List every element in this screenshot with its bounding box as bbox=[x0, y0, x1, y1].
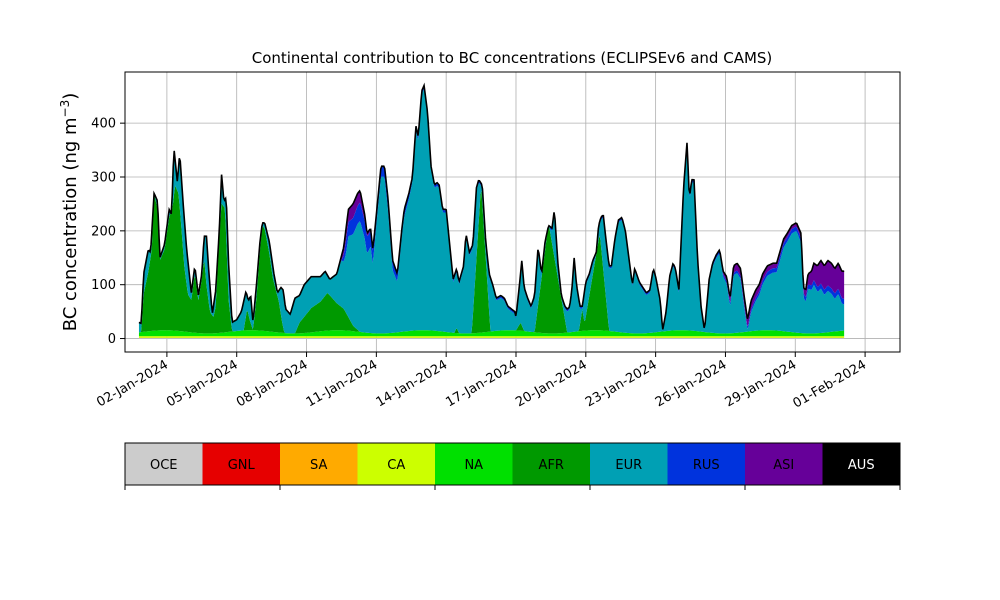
y-tick-label: 400 bbox=[91, 117, 116, 132]
axes-frame bbox=[124, 71, 901, 353]
x-axis: 02-Jan-202405-Jan-202408-Jan-202411-Jan-… bbox=[94, 352, 869, 411]
area-oce bbox=[138, 338, 845, 339]
legend-label-asi: ASI bbox=[773, 458, 794, 473]
x-tick-label: 29-Jan-2024 bbox=[723, 357, 800, 410]
y-tick-label: 100 bbox=[91, 278, 116, 293]
y-axis-label-main: BC concentration (ng m bbox=[60, 117, 81, 331]
chart-title: Continental contribution to BC concentra… bbox=[252, 49, 773, 67]
x-tick-label: 11-Jan-2024 bbox=[304, 357, 381, 410]
legend-label-sa: SA bbox=[310, 458, 327, 473]
x-tick-label: 02-Jan-2024 bbox=[94, 357, 171, 410]
legend-swatch-na bbox=[435, 443, 513, 485]
legend-swatch-oce bbox=[125, 443, 203, 485]
legend-swatch-gnl bbox=[202, 443, 280, 485]
x-tick-label: 08-Jan-2024 bbox=[234, 357, 311, 410]
x-tick-label: 17-Jan-2024 bbox=[443, 357, 520, 410]
stacked-areas bbox=[138, 82, 845, 339]
y-axis: 0 100 200 300 400 bbox=[91, 117, 125, 347]
y-tick-label: 0 bbox=[108, 332, 116, 347]
x-tick-label: 14-Jan-2024 bbox=[374, 357, 451, 410]
legend-label-eur: EUR bbox=[615, 458, 642, 473]
legend-swatch-aus bbox=[822, 443, 900, 485]
x-tick-label: 20-Jan-2024 bbox=[513, 357, 590, 410]
legend-border bbox=[124, 442, 901, 486]
legend-swatch-rus bbox=[667, 443, 745, 485]
legend-label-oce: OCE bbox=[150, 458, 178, 473]
legend-label-rus: RUS bbox=[693, 458, 720, 473]
y-tick-label: 200 bbox=[91, 224, 116, 239]
legend-colorbar: OCE GNL SA CA NA AFR EUR RUS ASI AUS bbox=[124, 442, 901, 490]
x-tick-label: 01-Feb-2024 bbox=[791, 357, 870, 411]
legend-label-na: NA bbox=[464, 458, 483, 473]
legend-label-afr: AFR bbox=[539, 458, 564, 473]
legend-swatch-ca bbox=[357, 443, 435, 485]
legend-swatch-sa bbox=[280, 443, 358, 485]
legend-label-aus: AUS bbox=[848, 458, 875, 473]
y-axis-label-close: ) bbox=[60, 93, 81, 100]
y-axis-label-exponent: −3 bbox=[58, 100, 72, 118]
legend-label-ca: CA bbox=[387, 458, 405, 473]
x-tick-label: 23-Jan-2024 bbox=[583, 357, 660, 410]
y-axis-label: BC concentration (ng m−3) bbox=[58, 93, 81, 332]
total-outline bbox=[138, 82, 845, 330]
area-na bbox=[138, 330, 845, 337]
x-tick-label: 05-Jan-2024 bbox=[164, 357, 241, 410]
x-tick-label: 26-Jan-2024 bbox=[653, 357, 730, 410]
area-afr bbox=[138, 185, 845, 334]
legend-swatch-afr bbox=[512, 443, 590, 485]
axes-border bbox=[124, 71, 901, 353]
plot-area: 0 100 200 300 400 02-Jan-202405-Jan-202408-J… bbox=[91, 71, 901, 411]
area-eur bbox=[138, 88, 845, 334]
legend-swatch-eur bbox=[590, 443, 668, 485]
y-tick-label: 300 bbox=[91, 171, 116, 186]
area-ca bbox=[138, 336, 845, 338]
legend-swatch-asi bbox=[745, 443, 823, 485]
legend-label-gnl: GNL bbox=[228, 458, 256, 473]
